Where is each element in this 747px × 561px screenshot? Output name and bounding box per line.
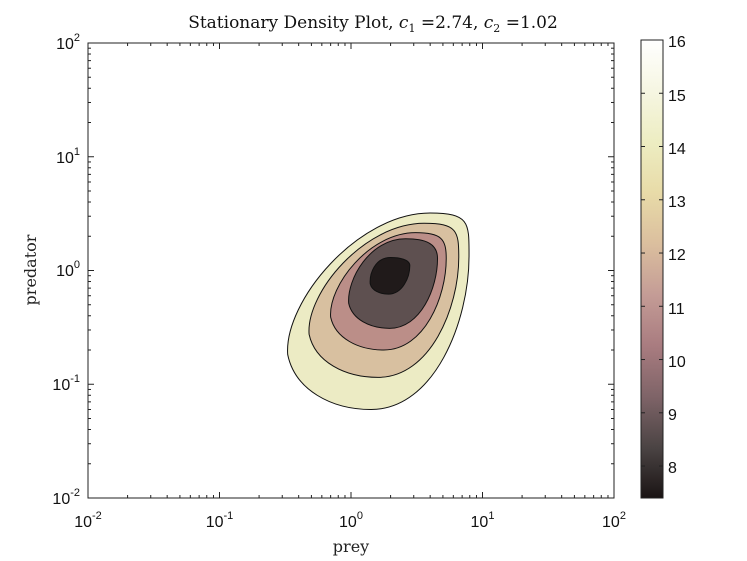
x-tick-label: 100 <box>339 510 363 531</box>
colorbar-tick-label: 13 <box>668 194 686 211</box>
title-c1-value: =2.74, <box>415 13 483 33</box>
x-tick-label: 10-2 <box>74 510 102 531</box>
x-axis-label: prey <box>333 537 369 556</box>
contour-level-7-8 <box>369 257 411 295</box>
colorbar-tick-label: 10 <box>668 354 686 371</box>
title-c2-symbol: c <box>484 13 494 33</box>
x-tick-labels: 10-2 10-1 100 101 102 <box>74 510 626 531</box>
title-c1-symbol: c <box>399 13 409 33</box>
colorbar-gradient <box>640 39 664 499</box>
colorbar-tick-label: 14 <box>668 141 686 158</box>
colorbar-ticks <box>641 39 663 467</box>
x-tick-label: 102 <box>602 510 626 531</box>
colorbar-tick-label: 16 <box>668 34 686 51</box>
y-tick-label: 10-2 <box>52 487 80 508</box>
title-c2-subscript: 2 <box>493 22 500 35</box>
colorbar-tick-label: 15 <box>668 88 686 105</box>
colorbar-tick-label: 11 <box>668 301 685 318</box>
title-c2-value: =1.02 <box>500 13 558 33</box>
colorbar-tick-label: 8 <box>668 460 677 477</box>
y-tick-label: 10-1 <box>52 373 80 394</box>
title-c1-subscript: 1 <box>408 22 415 35</box>
chart-title: Stationary Density Plot, c1 =2.74, c2 =1… <box>188 13 558 35</box>
density-contours <box>287 212 470 410</box>
y-tick-label: 101 <box>56 146 80 167</box>
colorbar-tick-label: 9 <box>668 407 677 424</box>
colorbar: 8 9 10 11 12 13 14 15 16 <box>640 34 686 499</box>
colorbar-tick-labels: 8 9 10 11 12 13 14 15 16 <box>668 34 686 477</box>
x-tick-label: 101 <box>471 510 495 531</box>
y-tick-labels: 10-2 10-1 100 101 102 <box>52 32 80 508</box>
title-prefix: Stationary Density Plot, <box>188 13 399 33</box>
x-tick-label: 10-1 <box>206 510 234 531</box>
plot-frame <box>87 42 615 499</box>
y-axis-label: predator <box>21 234 40 305</box>
colorbar-tick-label: 12 <box>668 247 686 264</box>
y-tick-label: 102 <box>56 32 80 53</box>
y-tick-label: 100 <box>56 259 80 280</box>
